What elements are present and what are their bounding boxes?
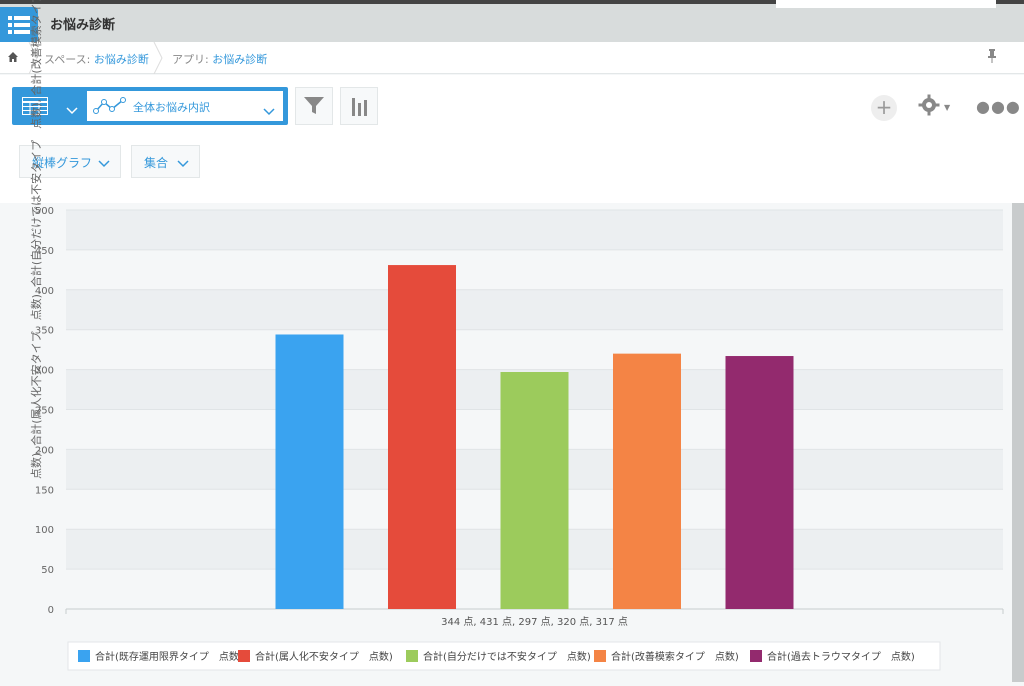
chart-area: 0 50 100 150 200 250 300 350 400 450 500 344 点, 431…: [0, 203, 1012, 682]
y-tick-label: 150: [35, 485, 54, 496]
bar: [388, 265, 456, 609]
grid-band: [66, 289, 1003, 330]
y-tick-label: 50: [41, 565, 54, 576]
chevron-down-icon[interactable]: [66, 100, 78, 119]
legend-label: 合計(属人化不安タイプ 点数): [255, 650, 393, 663]
graph-settings-button[interactable]: [340, 87, 378, 125]
grid-band: [66, 329, 1003, 370]
y-tick-label: 400: [35, 286, 54, 297]
y-tick-label: 450: [35, 246, 54, 257]
y-tick-label: 100: [35, 525, 54, 536]
y-axis-label: 点数), 合計(属人化不安タイプ 点数), 合計(自分だけでは不安タイプ 点数)…: [30, 0, 43, 479]
breadcrumb: スペース: お悩み診断 アプリ: お悩み診断: [0, 42, 1024, 74]
chevron-down-icon: [177, 157, 189, 171]
x-tick-label: 344 点, 431 点, 297 点, 320 点, 317 点: [441, 616, 628, 628]
y-tick-label: 200: [35, 445, 54, 456]
legend-swatch: [750, 650, 762, 662]
filter-icon: [304, 97, 324, 114]
legend-swatch: [78, 650, 90, 662]
legend-swatch: [594, 650, 606, 662]
view-name: 全体お悩み内訳: [133, 101, 210, 114]
legend-label: 合計(既存運用限界タイプ 点数): [95, 650, 243, 663]
legend: [67, 641, 941, 671]
header-search-area: [776, 0, 996, 8]
breadcrumb-app-link[interactable]: お悩み診断: [212, 53, 268, 66]
view-toolbar: 全体お悩み内訳 + ▼ ●●● 縦棒グラフ 集合: [0, 75, 1024, 203]
breadcrumb-app-prefix: アプリ:: [172, 53, 213, 66]
line-graph-icon: [93, 97, 127, 119]
grid-band: [66, 210, 1003, 250]
breadcrumb-separator-icon: [153, 42, 163, 74]
add-record-button[interactable]: +: [871, 95, 897, 121]
bar: [500, 371, 569, 609]
bar: [725, 356, 794, 609]
chart-type-select[interactable]: 縦棒グラフ: [19, 145, 121, 178]
view-selector[interactable]: 全体お悩み内訳: [12, 87, 288, 125]
chevron-down-icon: [263, 101, 275, 120]
legend-label: 合計(改善模索タイプ 点数): [611, 650, 739, 663]
breadcrumb-separator-icon: [28, 42, 38, 74]
legend-swatch: [406, 650, 418, 662]
grid-band: [66, 249, 1003, 290]
y-tick-label: 300: [35, 366, 54, 377]
more-options-icon[interactable]: ●●●: [976, 97, 1021, 116]
y-tick-label: 500: [35, 206, 54, 217]
bar-chart: 0 50 100 150 200 250 300 350 400 450 500 344 点, 431…: [35, 206, 1004, 671]
bar: [613, 353, 681, 609]
breadcrumb-space-link[interactable]: お悩み診断: [93, 53, 149, 66]
scrollbar[interactable]: [1012, 203, 1024, 682]
table-view-icon[interactable]: [22, 97, 48, 119]
aggregation-value: 集合: [144, 156, 169, 170]
bar-chart-icon: [352, 98, 367, 116]
home-icon[interactable]: [7, 51, 19, 66]
chart-type-value: 縦棒グラフ: [32, 156, 93, 170]
bar: [275, 334, 344, 609]
app-menu-icon[interactable]: [0, 7, 38, 43]
graph-view-dropdown[interactable]: 全体お悩み内訳: [87, 91, 283, 121]
legend-label: 合計(自分だけでは不安タイプ 点数): [423, 650, 591, 663]
breadcrumb-space-prefix: スペース:: [44, 53, 94, 66]
breadcrumb-app[interactable]: アプリ: お悩み診断: [172, 51, 267, 67]
filter-button[interactable]: [295, 87, 333, 125]
y-tick-label: 350: [35, 326, 54, 337]
chevron-down-icon[interactable]: ▼: [944, 103, 951, 112]
gear-icon[interactable]: [918, 94, 940, 120]
chevron-down-icon: [98, 157, 110, 171]
legend-label: 合計(過去トラウマタイプ 点数): [767, 650, 915, 663]
breadcrumb-space[interactable]: スペース: お悩み診断: [44, 51, 149, 67]
pin-icon[interactable]: [987, 49, 997, 67]
app-title: お悩み診断: [50, 18, 116, 33]
aggregation-select[interactable]: 集合: [131, 145, 200, 178]
legend-swatch: [238, 650, 250, 662]
y-tick-label: 250: [35, 406, 54, 417]
y-tick-label: 0: [48, 605, 54, 616]
app-header: お悩み診断: [0, 0, 1024, 43]
